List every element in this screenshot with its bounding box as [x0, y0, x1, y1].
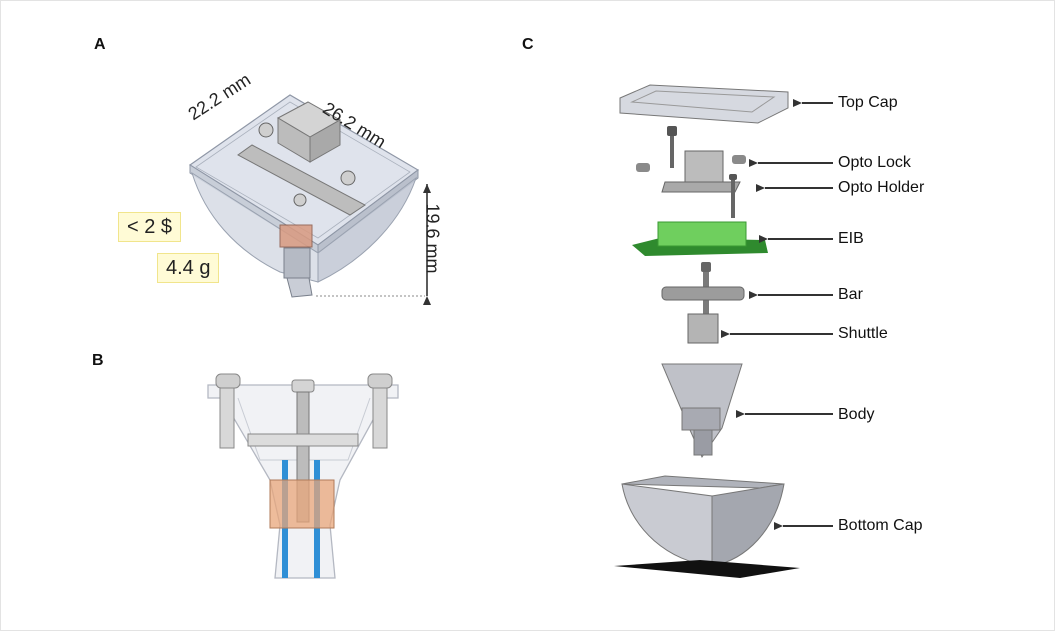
part-label-eib: EIB: [838, 230, 864, 247]
section-view: [207, 373, 399, 579]
dimension-height: 19.6 mm: [422, 203, 443, 274]
part-label-top-cap: Top Cap: [838, 94, 898, 111]
assembled-drive: [188, 94, 431, 305]
part-label-body: Body: [838, 406, 875, 423]
panel-label-c: C: [522, 36, 534, 53]
part-label-shuttle: Shuttle: [838, 325, 888, 342]
part-label-bar: Bar: [838, 286, 863, 303]
weight-badge: 4.4 g: [157, 253, 220, 283]
panel-label-a: A: [94, 36, 106, 53]
part-label-opto-holder: Opto Holder: [838, 179, 925, 196]
exploded-view: [614, 84, 833, 578]
part-label-opto-lock: Opto Lock: [838, 154, 911, 171]
part-label-bottom-cap: Bottom Cap: [838, 517, 923, 534]
panel-label-b: B: [92, 352, 104, 369]
cost-badge: < 2 $: [118, 212, 182, 242]
